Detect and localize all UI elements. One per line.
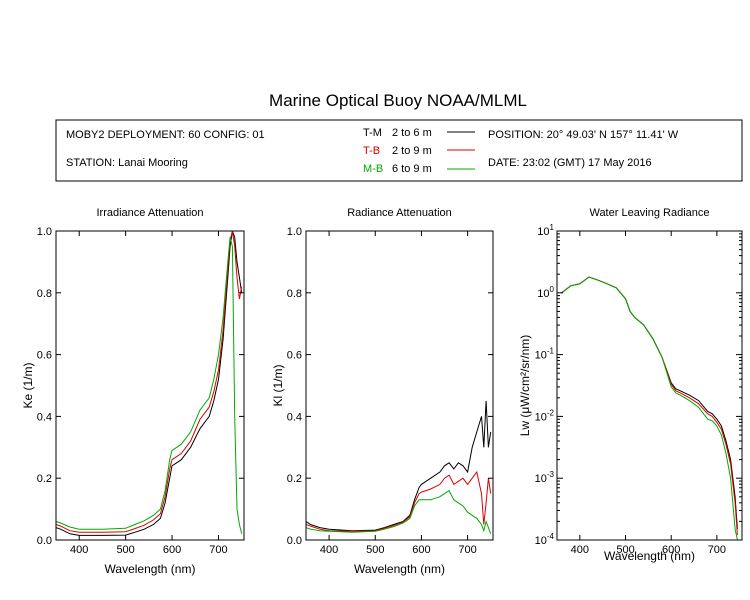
series-line-ke-t-b: [56, 231, 243, 533]
position-text: POSITION: 20° 49.03' N 157° 11.41' W: [488, 129, 679, 141]
series-line-kl-t-m: [306, 400, 492, 532]
plot-frame-kl: [305, 230, 494, 541]
x-tick-label-kl: 500: [366, 544, 384, 556]
x-tick-label-ke: 600: [163, 544, 181, 556]
legend-range-mb: 6 to 9 m: [392, 163, 432, 175]
y-tick-label-kl: 0.4: [287, 411, 302, 423]
x-tick-label-lw: 600: [662, 544, 680, 556]
y-tick-label-lw: 10-2: [535, 408, 555, 423]
y-axis-label-lw: Lw (μW/cm²/sr/nm): [518, 335, 532, 437]
x-tick-label-kl: 400: [320, 544, 338, 556]
series-line-lw-t-b: [561, 276, 738, 536]
x-tick-label-ke: 700: [209, 544, 227, 556]
series-line-kl-m-b: [306, 489, 492, 534]
y-axis-label-kl: Kl (1/m): [271, 364, 285, 406]
series-line-ke-m-b: [56, 237, 243, 534]
y-tick-label-lw: 100: [537, 285, 554, 300]
legend-range-tm: 2 to 6 m: [392, 127, 432, 139]
legend-label-mb: M-B: [363, 163, 383, 175]
series-group-ke: [56, 231, 243, 536]
x-axis-label-lw: Wavelength (nm): [604, 549, 695, 563]
y-tick-label-kl: 0.8: [287, 288, 302, 300]
y-tick-label-ke: 0.6: [37, 350, 52, 362]
x-axis-label-ke: Wavelength (nm): [105, 562, 196, 576]
x-axis-label-kl: Wavelength (nm): [354, 562, 445, 576]
series-line-ke-t-m: [56, 231, 243, 536]
x-tick-label-lw: 400: [571, 544, 589, 556]
x-tick-label-ke: 400: [70, 544, 88, 556]
series-line-lw-t-m: [561, 276, 738, 530]
y-tick-label-kl: 0.2: [287, 473, 302, 485]
x-tick-label-lw: 500: [616, 544, 634, 556]
deployment-text: MOBY2 DEPLOYMENT: 60 CONFIG: 01: [66, 129, 265, 141]
date-text: DATE: 23:02 (GMT) 17 May 2016: [488, 157, 652, 169]
plot-frame-lw: [556, 230, 743, 541]
legend-label-tb: T-B: [363, 145, 380, 157]
y-axis-label-ke: Ke (1/m): [21, 362, 35, 408]
panel-ke: Irradiance Attenuation 400 500 600 700 0.0 0.2…: [21, 207, 245, 576]
y-tick-label-ke: 0.2: [37, 473, 52, 485]
legend: T-M 2 to 6 m T-B 2 to 9 m M-B 6 to 9 m: [363, 127, 475, 175]
panel-kl: Radiance Attenuation 400 500 600 700 0.0 0.2 0.…: [271, 207, 494, 576]
station-text: STATION: Lanai Mooring: [66, 157, 188, 169]
panel-title-ke: Irradiance Attenuation: [96, 207, 203, 219]
info-box: MOBY2 DEPLOYMENT: 60 CONFIG: 01 STATION:…: [55, 119, 743, 182]
y-tick-label-ke: 0.0: [37, 535, 52, 547]
y-tick-label-ke: 0.4: [37, 411, 52, 423]
x-tick-label-lw: 700: [708, 544, 726, 556]
x-tick-label-kl: 700: [458, 544, 476, 556]
y-tick-label-kl: 1.0: [287, 226, 302, 238]
series-line-kl-t-b: [306, 470, 492, 532]
x-tick-label-kl: 600: [412, 544, 430, 556]
panel-title-kl: Radiance Attenuation: [347, 207, 452, 219]
series-group-lw: [561, 276, 738, 540]
y-tick-label-ke: 0.8: [37, 288, 52, 300]
y-tick-label-kl: 0.0: [287, 535, 302, 547]
y-tick-label-lw: 10-3: [535, 470, 555, 485]
series-line-lw-m-b: [561, 276, 738, 540]
panel-lw: Water Leaving Radiance 400 500 600 700 101 100…: [518, 207, 743, 563]
y-tick-label-lw: 101: [537, 223, 554, 238]
y-tick-label-kl: 0.6: [287, 350, 302, 362]
main-title: Marine Optical Buoy NOAA/MLML: [269, 91, 527, 110]
series-group-kl: [306, 400, 492, 534]
plot-frame-ke: [55, 230, 245, 541]
legend-label-tm: T-M: [363, 127, 382, 139]
y-tick-label-lw: 10-1: [535, 347, 555, 362]
y-tick-label-lw: 10-4: [535, 532, 555, 547]
legend-range-tb: 2 to 9 m: [392, 145, 432, 157]
x-tick-label-ke: 500: [116, 544, 134, 556]
plots-area: Irradiance Attenuation 400 500 600 700 0.0 0.2…: [21, 207, 743, 576]
panel-title-lw: Water Leaving Radiance: [589, 207, 709, 219]
y-tick-label-ke: 1.0: [37, 226, 52, 238]
